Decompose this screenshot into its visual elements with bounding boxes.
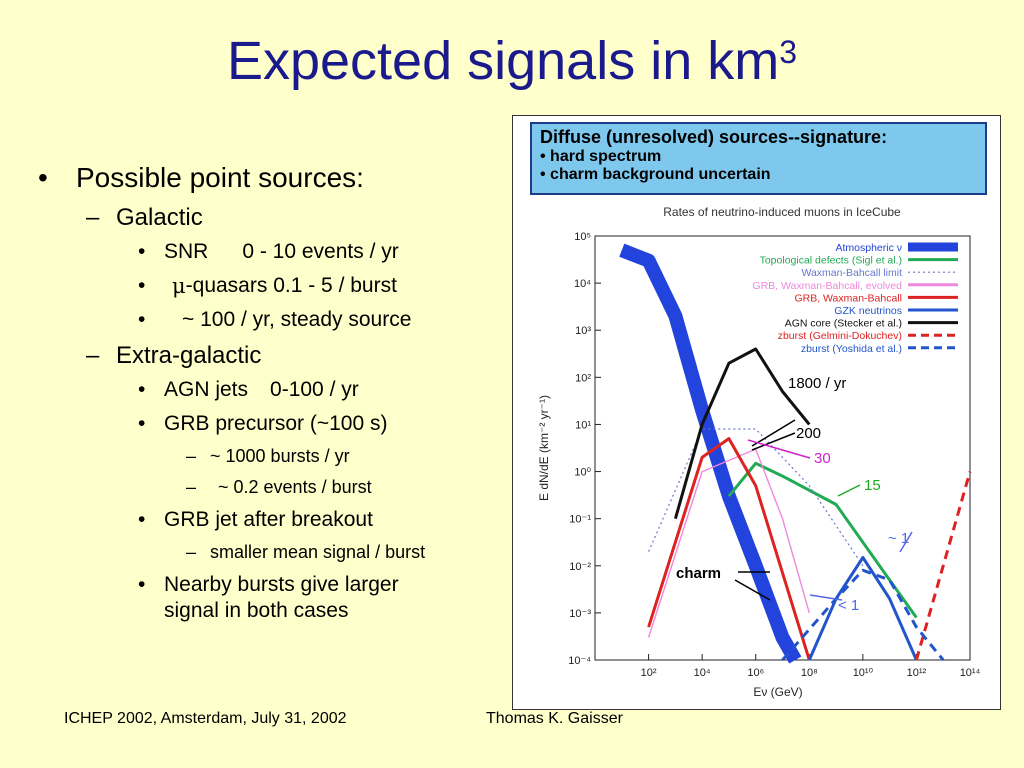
bullet-steady: • ~ 100 / yr, steady source <box>138 308 508 332</box>
bullet-text: signal in both cases <box>164 599 349 622</box>
mu-symbol: μ <box>172 274 186 298</box>
bullet-events-per-burst: – ~ 0.2 events / burst <box>186 477 508 498</box>
bullet-value: 0-100 / yr <box>270 378 359 401</box>
bullet-nearby: • Nearby bursts give larger <box>138 573 508 597</box>
footer-author: Thomas K. Gaisser <box>486 710 623 727</box>
bullet-marker: • <box>138 412 146 435</box>
bullet-label: SNR <box>164 240 209 263</box>
bullet-possible-sources: • Possible point sources: <box>38 162 508 194</box>
bullet-text: GRB precursor (~100 s) <box>164 412 388 435</box>
bullet-agn: • AGN jets 0-100 / yr <box>138 378 508 402</box>
callout-item-charm: • charm background uncertain <box>540 166 771 183</box>
bullet-galactic: – Galactic <box>86 204 508 232</box>
dash-marker: – <box>186 477 197 497</box>
dash-marker: – <box>186 446 197 466</box>
bullet-text: GRB jet after breakout <box>164 508 373 531</box>
bullet-text: smaller mean signal / burst <box>210 542 426 562</box>
bullet-marker: • <box>38 162 48 193</box>
bullet-text: Extra-galactic <box>116 342 262 369</box>
bullet-smaller-signal: – smaller mean signal / burst <box>186 542 508 563</box>
bullet-marker: • <box>138 308 146 331</box>
dash-marker: – <box>186 542 197 562</box>
bullet-text: ~ 100 / yr, steady source <box>182 308 412 331</box>
footer-conference: ICHEP 2002, Amsterdam, July 31, 2002 <box>64 710 347 727</box>
title-text: Expected signals in km <box>226 31 780 91</box>
callout-item-hard-spectrum: • hard spectrum <box>540 148 662 165</box>
bullet-text: -quasars 0.1 - 5 / burst <box>185 274 397 297</box>
bullet-text: Galactic <box>116 204 203 231</box>
bullet-quasars: • μ -quasars 0.1 - 5 / burst <box>138 274 508 298</box>
bullet-grb-precursor: • GRB precursor (~100 s) <box>138 412 508 436</box>
bullet-marker: • <box>138 508 146 531</box>
dash-marker: – <box>86 342 100 369</box>
diffuse-sources-callout: Diffuse (unresolved) sources--signature:… <box>530 122 987 195</box>
bullet-nearby-cont: signal in both cases <box>138 599 508 623</box>
bullet-bursts: – ~ 1000 bursts / yr <box>186 446 508 467</box>
bullet-text: Nearby bursts give larger <box>164 573 399 596</box>
title-superscript: 3 <box>779 34 798 70</box>
callout-heading: Diffuse (unresolved) sources--signature: <box>540 127 888 147</box>
bullet-text: Possible point sources: <box>76 162 364 193</box>
bullet-marker: • <box>138 378 146 401</box>
bullet-list: • Possible point sources: – Galactic • SNR 0… <box>38 162 508 633</box>
slide-title: Expected signals in km3 <box>0 30 1024 92</box>
bullet-text: ~ 1000 bursts / yr <box>210 446 350 466</box>
bullet-grb-jet: • GRB jet after breakout <box>138 508 508 532</box>
bullet-marker: • <box>138 240 146 263</box>
bullet-marker: • <box>138 274 146 297</box>
bullet-snr: • SNR 0 - 10 events / yr <box>138 240 508 264</box>
bullet-label: AGN jets <box>164 378 249 401</box>
bullet-text: ~ 0.2 events / burst <box>218 477 372 497</box>
plot-frame <box>512 115 1001 710</box>
bullet-extragalactic: – Extra-galactic <box>86 342 508 370</box>
bullet-value: 0 - 10 events / yr <box>242 240 399 263</box>
bullet-marker: • <box>138 573 146 596</box>
dash-marker: – <box>86 204 100 231</box>
